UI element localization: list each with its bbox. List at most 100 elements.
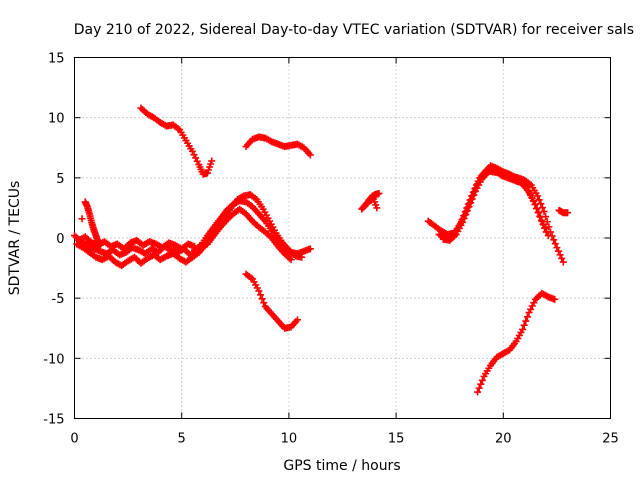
data-point xyxy=(528,193,536,201)
data-point xyxy=(180,134,188,142)
data-point xyxy=(87,216,95,224)
series-arc-hump-c xyxy=(203,205,295,264)
y-tick-label: 15 xyxy=(48,52,65,67)
data-point xyxy=(207,160,215,168)
y-tick-label: -10 xyxy=(43,352,64,367)
grid-lines xyxy=(74,57,611,419)
data-point xyxy=(273,315,281,323)
data-point xyxy=(556,251,564,259)
data-point xyxy=(279,322,287,330)
data-point xyxy=(260,299,268,307)
data-point xyxy=(563,209,571,217)
data-point xyxy=(279,248,287,256)
axis-ticks: 0 5 10 15 20 25 -15 -10 -5 0 5 10 15 xyxy=(43,52,619,447)
data-point xyxy=(305,245,313,253)
data-point xyxy=(266,137,274,145)
data-point xyxy=(558,254,566,262)
data-point xyxy=(256,291,264,299)
y-axis-label: SDTVAR / TECUs xyxy=(7,181,23,296)
data-point xyxy=(362,200,370,208)
data-point xyxy=(534,208,542,216)
data-point xyxy=(535,196,543,204)
data-point xyxy=(539,220,547,228)
series-arc-evening-hump-a xyxy=(424,167,567,266)
x-tick-label: 25 xyxy=(602,432,619,447)
data-point xyxy=(451,232,459,240)
series-arc-lower-mid xyxy=(242,270,301,332)
x-tick-label: 20 xyxy=(495,432,512,447)
data-point xyxy=(192,154,200,162)
data-point xyxy=(540,208,548,216)
data-point xyxy=(253,284,261,292)
data-point xyxy=(536,212,544,220)
data-point xyxy=(465,203,473,211)
data-point xyxy=(533,205,541,213)
data-point xyxy=(296,253,304,261)
data-point xyxy=(200,243,208,251)
y-tick-label: 5 xyxy=(56,172,64,187)
x-tick-label: 15 xyxy=(388,432,405,447)
data-point xyxy=(208,234,216,242)
data-point xyxy=(260,215,268,223)
data-point xyxy=(462,211,470,219)
data-point xyxy=(531,201,539,209)
data-point xyxy=(96,240,104,248)
data-point xyxy=(517,328,525,336)
data-point xyxy=(475,384,483,392)
series-arc-lower-evening xyxy=(474,289,559,396)
y-tick-label: 0 xyxy=(56,232,64,247)
x-tick-label: 10 xyxy=(281,432,298,447)
data-point xyxy=(545,223,553,231)
data-point xyxy=(273,240,281,248)
data-point xyxy=(460,214,468,222)
data-point xyxy=(251,194,259,202)
data-point xyxy=(190,151,198,159)
data-point xyxy=(526,180,534,188)
data-point xyxy=(273,140,281,148)
data-point xyxy=(549,295,557,303)
data-point xyxy=(221,218,229,226)
data-point xyxy=(538,204,546,212)
x-tick-label: 0 xyxy=(70,432,78,447)
data-point xyxy=(511,340,519,348)
series-arc-hump-a xyxy=(191,197,314,258)
data-point xyxy=(283,244,291,252)
y-tick-label: -15 xyxy=(43,413,64,428)
data-point xyxy=(238,193,246,201)
data-point xyxy=(372,201,380,209)
data-point xyxy=(528,302,536,310)
series-arc-cluster-14h xyxy=(358,189,383,213)
data-point xyxy=(266,232,274,240)
data-point xyxy=(544,232,552,240)
data-point xyxy=(543,292,551,300)
series-isolated-point xyxy=(78,215,86,223)
data-point xyxy=(266,308,274,316)
data-point xyxy=(485,364,493,372)
x-axis-label: GPS time / hours xyxy=(283,458,400,474)
data-point xyxy=(489,166,497,174)
data-point xyxy=(521,182,529,190)
chart-title: Day 210 of 2022, Sidereal Day-to-day VTE… xyxy=(74,22,634,38)
data-point xyxy=(530,299,538,307)
data-point xyxy=(550,236,558,244)
data-point xyxy=(78,215,86,223)
data-point xyxy=(525,309,533,317)
data-point xyxy=(161,253,169,261)
data-point xyxy=(478,376,486,384)
data-point xyxy=(551,240,559,248)
data-point xyxy=(133,245,141,253)
data-point xyxy=(537,216,545,224)
data-point xyxy=(532,189,540,197)
data-point xyxy=(245,191,253,199)
data-point xyxy=(553,244,561,252)
data-point xyxy=(470,191,478,199)
data-point xyxy=(527,305,535,313)
data-point xyxy=(477,380,485,388)
data-points xyxy=(71,104,572,396)
data-point xyxy=(258,295,266,303)
data-point xyxy=(559,258,567,266)
data-point xyxy=(193,157,201,165)
data-point xyxy=(225,206,233,214)
data-point xyxy=(270,226,278,234)
